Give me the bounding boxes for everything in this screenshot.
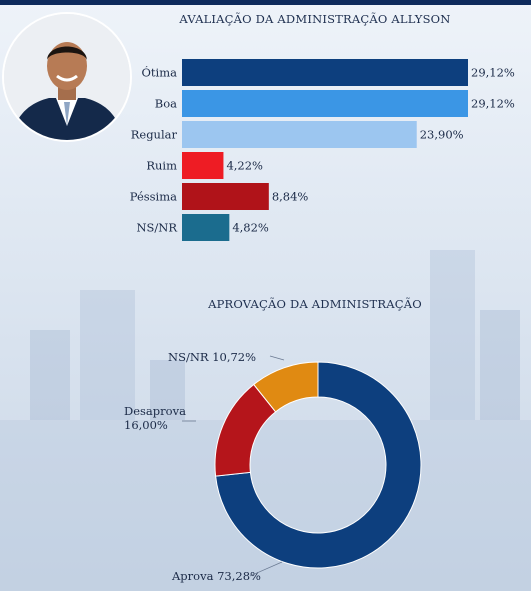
top-strip: [0, 0, 531, 5]
bar: [182, 90, 468, 117]
bar-category-label: Boa: [155, 97, 177, 111]
bar-category-label: Ótima: [142, 66, 178, 80]
leader-line: [269, 355, 285, 361]
bar-value-label: 4,82%: [232, 221, 269, 235]
bar-category-label: Regular: [131, 128, 178, 142]
leader-line: [249, 561, 283, 577]
bar: [182, 121, 417, 148]
donut-slice-label: Desaprova: [124, 404, 186, 418]
donut-slice-label: NS/NR 10,72%: [168, 350, 256, 364]
bar: [182, 183, 269, 210]
bar-value-label: 23,90%: [420, 128, 464, 142]
bar-value-label: 4,22%: [226, 159, 263, 173]
bar-category-label: NS/NR: [136, 221, 177, 235]
donut-chart-title: APROVAÇÃO DA ADMINISTRAÇÃO: [208, 297, 422, 311]
donut-slice-label: Aprova 73,28%: [171, 569, 261, 583]
bar-value-label: 8,84%: [272, 190, 309, 204]
bar-category-label: Péssima: [130, 190, 177, 204]
bar: [182, 152, 224, 179]
donut-slice: [215, 361, 422, 569]
person-portrait-icon: [4, 14, 130, 140]
donut-slice: [253, 361, 319, 413]
bar-value-label: 29,12%: [471, 66, 515, 80]
donut-slice-label: 16,00%: [124, 418, 168, 432]
bar-category-label: Ruim: [146, 159, 177, 173]
bar: [182, 214, 230, 241]
bar-value-label: 29,12%: [471, 97, 515, 111]
bar: [182, 59, 468, 86]
profile-photo: [4, 14, 130, 140]
rating-bar-chart: Ótima 29,12% Boa 29,12% Regular 23,90% Ruim 4,2…: [130, 59, 515, 241]
bar-chart-title: AVALIAÇÃO DA ADMINISTRAÇÃO ALLYSON: [179, 12, 451, 26]
